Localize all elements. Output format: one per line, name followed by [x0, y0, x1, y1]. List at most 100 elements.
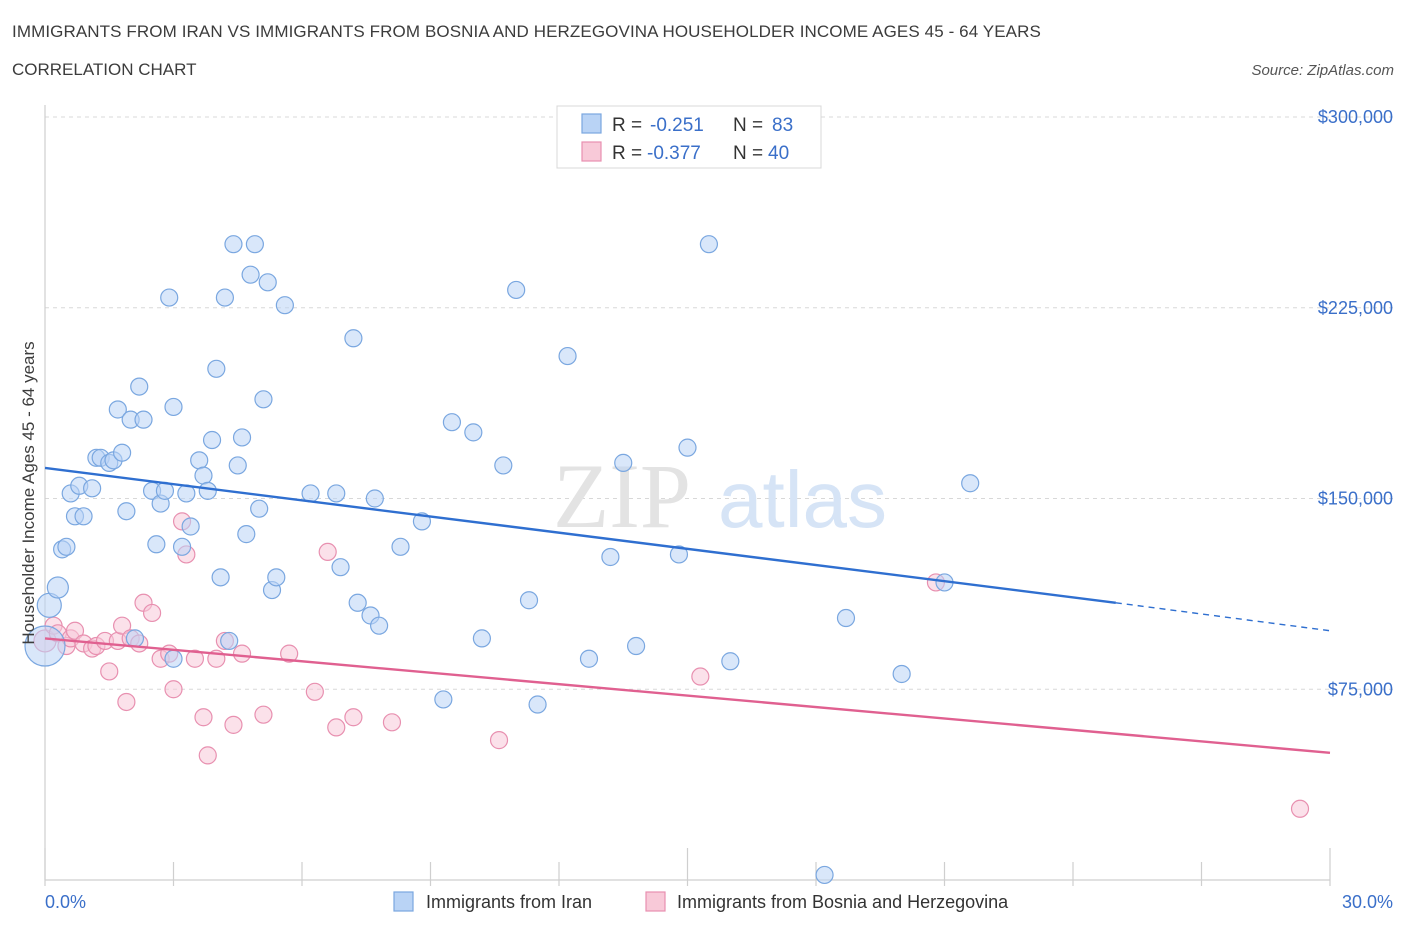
legend-n-label-bosnia: N =	[733, 143, 763, 164]
iran-point	[301, 484, 320, 503]
iran-point	[434, 690, 453, 709]
iran-trend-extension	[1115, 602, 1331, 632]
iran-series-points	[24, 235, 980, 885]
iran-point	[245, 235, 264, 254]
correlation-legend: R = -0.251 N = 83 R = -0.377 N = 40	[556, 105, 822, 169]
y-tick-labels: $75,000 $150,000 $225,000 $300,000	[1318, 107, 1393, 699]
iran-point	[224, 235, 243, 254]
iran-point	[464, 423, 483, 442]
watermark: ZIP atlas	[553, 445, 887, 547]
y-tick-label-0: $75,000	[1328, 679, 1393, 699]
legend-r-label-bosnia: R =	[612, 143, 642, 164]
iran-point	[892, 664, 911, 684]
iran-point	[614, 453, 633, 472]
iran-point	[579, 649, 599, 668]
iran-point	[74, 507, 93, 526]
iran-point	[112, 443, 132, 462]
iran-point	[699, 235, 719, 254]
bosnia-point	[327, 718, 346, 737]
bosnia-point	[382, 713, 402, 732]
iran-point	[108, 400, 127, 419]
axes	[44, 105, 1331, 886]
iran-point	[678, 438, 697, 457]
legend-r-label-iran: R =	[612, 115, 642, 136]
series-legend: Immigrants from Iran Immigrants from Bos…	[393, 891, 1009, 912]
grid-lines	[45, 116, 1393, 690]
iran-point	[202, 430, 222, 450]
iran-point	[344, 329, 363, 348]
iran-point	[558, 346, 577, 366]
iran-point	[519, 591, 539, 610]
chart-subtitle: CORRELATION CHART	[12, 60, 197, 79]
iran-point	[365, 489, 384, 508]
iran-point	[331, 558, 350, 577]
iran-point	[815, 865, 834, 885]
bosnia-point	[691, 667, 710, 686]
y-axis-label: Householder Income Ages 45 - 64 years	[19, 341, 38, 644]
iran-point	[117, 502, 136, 521]
iran-point	[130, 377, 149, 396]
iran-point	[134, 410, 153, 429]
iran-point	[190, 451, 209, 470]
iran-point	[211, 568, 230, 587]
iran-point	[207, 359, 226, 378]
y-tick-label-2: $225,000	[1318, 298, 1393, 318]
iran-point	[370, 616, 389, 635]
bottom-legend-label-bosnia: Immigrants from Bosnia and Herzegovina	[677, 892, 1009, 912]
bosnia-point	[198, 746, 217, 765]
bosnia-point	[142, 603, 162, 623]
iran-point	[220, 631, 239, 651]
legend-n-value-iran: 83	[772, 115, 793, 136]
bosnia-point	[318, 542, 337, 562]
bosnia-point	[232, 644, 252, 663]
legend-r-value-iran: -0.251	[650, 115, 704, 136]
legend-swatch-bosnia	[581, 141, 602, 162]
bosnia-point	[489, 731, 509, 750]
iran-point	[181, 517, 200, 536]
iran-point	[528, 695, 547, 714]
bosnia-point	[224, 715, 243, 734]
iran-point	[83, 479, 102, 498]
legend-r-value-bosnia: -0.377	[647, 143, 701, 164]
iran-point	[250, 499, 269, 518]
iran-point	[147, 535, 166, 554]
legend-n-label-iran: N =	[733, 115, 763, 136]
iran-point	[160, 288, 179, 307]
iran-point	[494, 456, 513, 475]
iran-point	[669, 545, 689, 564]
trend-lines	[44, 466, 1331, 755]
iran-point	[391, 537, 410, 556]
iran-point	[507, 280, 526, 300]
iran-point	[267, 568, 286, 587]
y-tick-label-1: $150,000	[1318, 489, 1393, 509]
chart-title: IMMIGRANTS FROM IRAN VS IMMIGRANTS FROM …	[12, 22, 1041, 41]
bosnia-point	[305, 682, 324, 701]
bosnia-point	[185, 649, 205, 668]
bosnia-point	[1290, 799, 1310, 818]
iran-point	[24, 625, 66, 667]
legend-swatch-iran	[581, 113, 602, 134]
iran-point	[721, 652, 740, 671]
iran-point	[164, 397, 183, 417]
bottom-legend-swatch-iran	[393, 891, 414, 912]
source-label: Source: ZipAtlas.com	[1251, 62, 1394, 79]
iran-point	[254, 390, 273, 409]
bosnia-trend-line	[44, 637, 1331, 755]
bosnia-point	[164, 680, 183, 699]
iran-point	[194, 466, 213, 485]
iran-point	[241, 265, 260, 284]
iran-point	[836, 608, 856, 628]
iran-point	[961, 474, 980, 493]
x-tick-label-max: 30.0%	[1342, 892, 1393, 912]
bosnia-point	[344, 708, 363, 727]
iran-point	[125, 629, 145, 648]
iran-point	[442, 413, 462, 432]
iran-trend-line	[44, 466, 1116, 604]
bottom-legend-label-iran: Immigrants from Iran	[426, 892, 592, 912]
iran-point	[228, 456, 247, 475]
iran-point	[215, 288, 234, 307]
iran-point	[327, 484, 346, 503]
bosnia-point	[100, 662, 119, 681]
bottom-legend-swatch-bosnia	[645, 891, 666, 912]
